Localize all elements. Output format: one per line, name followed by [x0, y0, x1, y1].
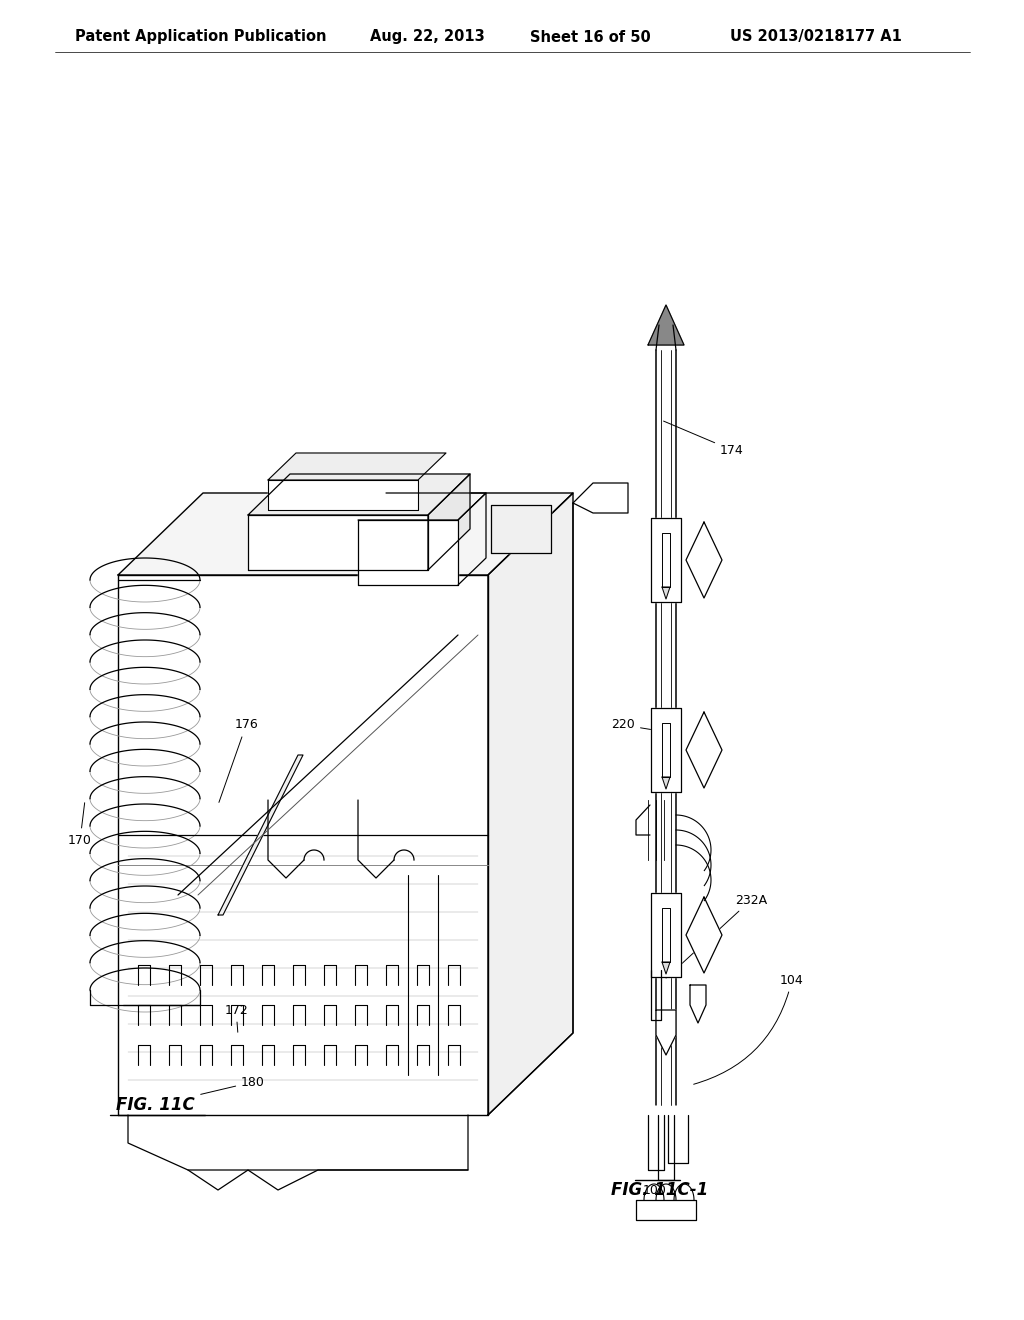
Polygon shape [662, 777, 670, 789]
Text: US 2013/0218177 A1: US 2013/0218177 A1 [730, 29, 902, 45]
Text: 220: 220 [611, 718, 651, 731]
Polygon shape [662, 962, 670, 974]
Polygon shape [686, 898, 722, 973]
Polygon shape [488, 492, 573, 1115]
Text: 100: 100 [643, 1184, 667, 1196]
Polygon shape [248, 474, 470, 515]
Polygon shape [118, 492, 573, 576]
Polygon shape [686, 521, 722, 598]
Polygon shape [662, 533, 670, 587]
Polygon shape [248, 515, 428, 570]
Polygon shape [651, 708, 681, 792]
Text: 180: 180 [300, 524, 324, 562]
Text: 232A: 232A [666, 894, 767, 978]
Text: Patent Application Publication: Patent Application Publication [75, 29, 327, 45]
Polygon shape [428, 474, 470, 570]
Text: 172: 172 [224, 1003, 248, 1032]
Polygon shape [651, 894, 681, 977]
Polygon shape [656, 1010, 676, 1055]
Text: FIG. 11C-1: FIG. 11C-1 [611, 1181, 709, 1199]
Polygon shape [648, 305, 684, 345]
Polygon shape [662, 587, 670, 599]
Text: Sheet 16 of 50: Sheet 16 of 50 [530, 29, 650, 45]
Polygon shape [636, 1200, 696, 1220]
Text: 104: 104 [693, 974, 804, 1084]
Text: 176: 176 [219, 718, 258, 803]
Polygon shape [358, 520, 458, 585]
Polygon shape [218, 755, 303, 915]
Text: 170: 170 [69, 803, 92, 846]
Polygon shape [690, 985, 706, 1023]
Polygon shape [268, 453, 446, 480]
Polygon shape [662, 908, 670, 962]
Polygon shape [686, 711, 722, 788]
Polygon shape [490, 506, 551, 553]
Polygon shape [268, 480, 418, 510]
Polygon shape [118, 576, 488, 1115]
Polygon shape [651, 517, 681, 602]
Text: FIG. 11C: FIG. 11C [116, 1096, 195, 1114]
Polygon shape [662, 723, 670, 777]
Text: 180: 180 [201, 1076, 265, 1094]
Text: 174: 174 [664, 421, 743, 457]
Text: 174: 174 [335, 469, 358, 537]
Text: Aug. 22, 2013: Aug. 22, 2013 [370, 29, 484, 45]
